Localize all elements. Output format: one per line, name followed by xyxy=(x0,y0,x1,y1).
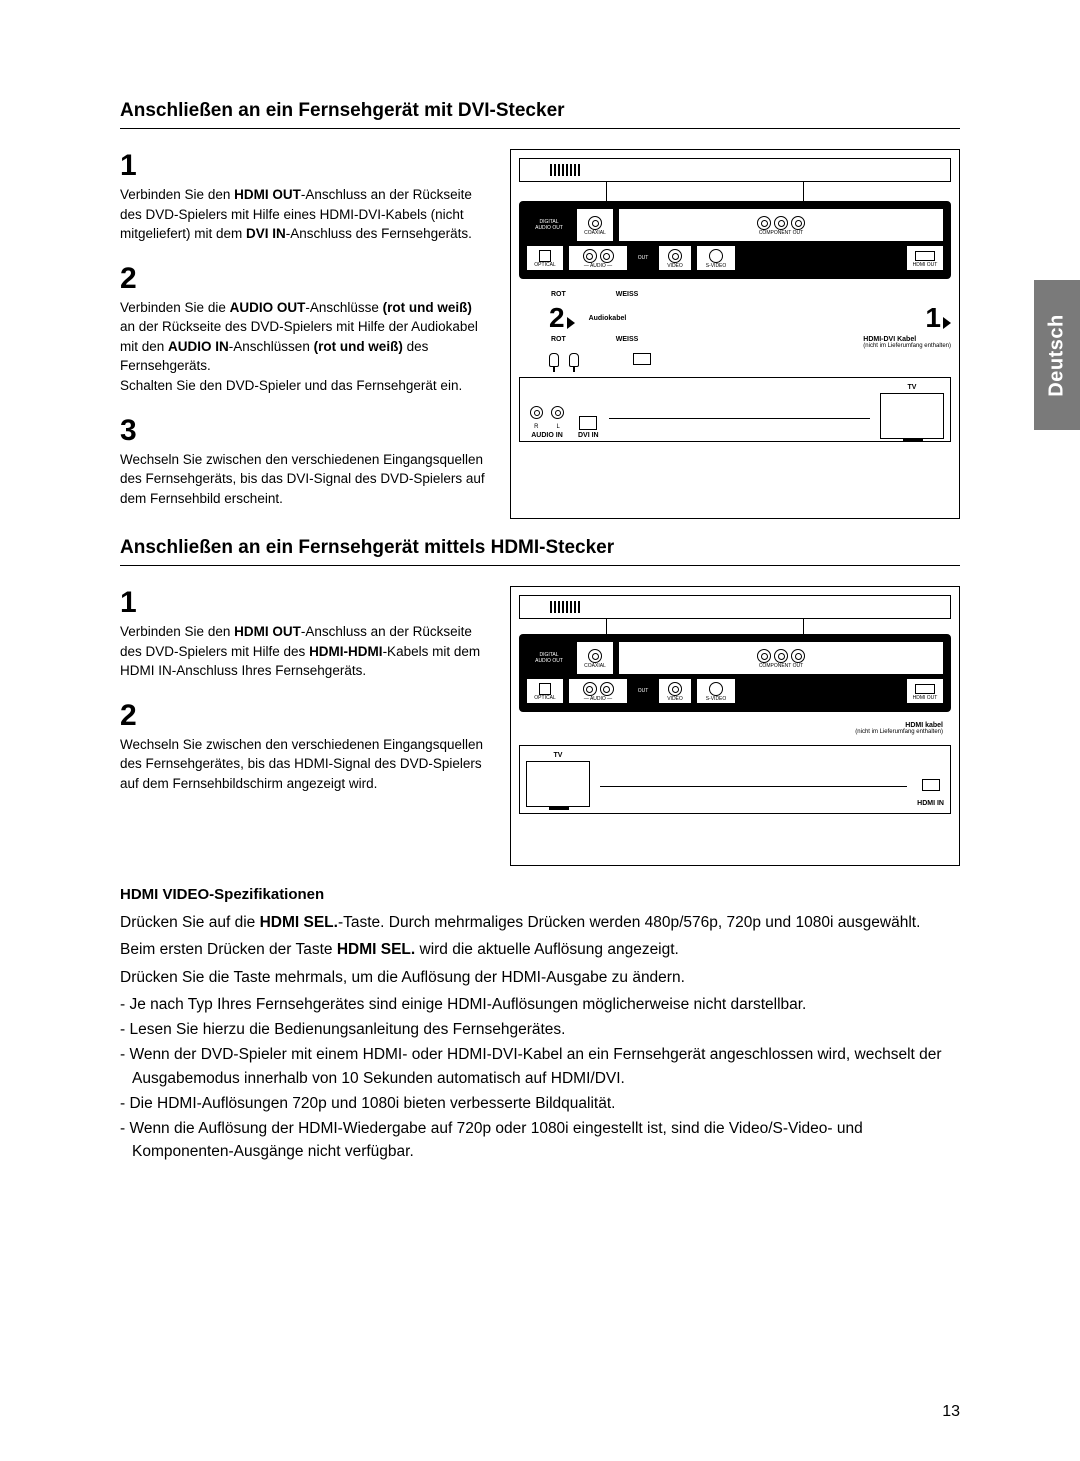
s1-step1-num: 1 xyxy=(120,149,490,183)
s1-step3-body: Wechseln Sie zwischen den verschiedenen … xyxy=(120,450,490,509)
lbl-weiss1: WEISS xyxy=(616,291,639,298)
s2-step1-num: 1 xyxy=(120,586,490,620)
lbl2-hdmi-in: HDMI IN xyxy=(917,800,944,807)
lbl-out: OUT xyxy=(632,245,654,271)
lbl2-component-out: COMPONENT OUT xyxy=(759,664,803,669)
spec-b2: - Wenn der DVD-Spieler mit einem HDMI- o… xyxy=(120,1043,960,1090)
lbl-coaxial: COAXIAL xyxy=(584,231,606,236)
spec-p2: Beim ersten Drücken der Taste HDMI SEL. … xyxy=(120,938,960,961)
spec-p3: Drücken Sie die Taste mehrmals, um die A… xyxy=(120,966,960,989)
diagram-dvi: DIGITAL AUDIO OUT COAXIAL COMPONENT OUT … xyxy=(510,149,960,519)
s2-step1-body: Verbinden Sie den HDMI OUT-Anschluss an … xyxy=(120,622,490,681)
s1-step2-body: Verbinden Sie die AUDIO OUT-Anschlüsse (… xyxy=(120,298,490,396)
lbl-hdmi-out: HDMI OUT xyxy=(913,263,938,268)
lbl-rot1: ROT xyxy=(551,291,566,298)
lbl-rot2: ROT xyxy=(551,336,566,349)
lbl2-out: OUT xyxy=(632,678,654,704)
lbl-component-out: COMPONENT OUT xyxy=(759,231,803,236)
spec-b1: - Lesen Sie hierzu die Bedienungsanleitu… xyxy=(120,1018,960,1041)
s2-step2-body: Wechseln Sie zwischen den verschiedenen … xyxy=(120,735,490,794)
lbl-dvi-in: DVI IN xyxy=(578,432,599,439)
s1-step3-num: 3 xyxy=(120,414,490,448)
s1-step2-num: 2 xyxy=(120,262,490,296)
diagram-hdmi: DIGITAL AUDIO OUT COAXIAL COMPONENT OUT … xyxy=(510,586,960,866)
spec-heading: HDMI VIDEO-Spezifikationen xyxy=(120,886,960,903)
lbl-l: L xyxy=(557,424,560,430)
spec-b0: - Je nach Typ Ihres Fernsehgerätes sind … xyxy=(120,993,960,1016)
lbl2-optical: OPTICAL xyxy=(534,696,555,701)
lbl-optical: OPTICAL xyxy=(534,263,555,268)
lbl2-svideo: S-VIDEO xyxy=(706,697,727,702)
lbl2-video: VIDEO xyxy=(667,697,683,702)
s1-step1-body: Verbinden Sie den HDMI OUT-Anschluss an … xyxy=(120,185,490,244)
lbl2-tv: TV xyxy=(526,752,590,759)
lbl-notsupplied: (nicht im Lieferumfang enthalten) xyxy=(863,343,951,349)
lbl-video: VIDEO xyxy=(667,264,683,269)
lbl-tv1: TV xyxy=(880,384,944,391)
lbl2-digital-audio-out: DIGITAL AUDIO OUT xyxy=(526,641,572,675)
section1-title: Anschließen an ein Fernsehgerät mit DVI-… xyxy=(120,100,960,129)
spec-bullets: - Je nach Typ Ihres Fernsehgerätes sind … xyxy=(120,993,960,1164)
s2-step2-num: 2 xyxy=(120,699,490,733)
page-number: 13 xyxy=(942,1403,960,1421)
lbl-audiokabel: Audiokabel xyxy=(589,315,627,322)
lbl2-hdmi-out: HDMI OUT xyxy=(913,696,938,701)
diag1-num2: 2 xyxy=(549,302,565,333)
lbl-weiss2: WEISS xyxy=(616,336,639,349)
lbl2-notsupplied: (nicht im Lieferumfang enthalten) xyxy=(519,729,943,735)
lbl-hdmi-dvi: HDMI-DVI Kabel xyxy=(863,336,951,343)
diag1-num1: 1 xyxy=(925,302,941,333)
lbl2-audio: AUDIO xyxy=(590,696,606,702)
lbl2-hdmi-kabel: HDMI kabel xyxy=(519,722,943,729)
lbl2-coaxial: COAXIAL xyxy=(584,664,606,669)
lbl-r: R xyxy=(534,424,538,430)
spec-p1: Drücken Sie auf die HDMI SEL.-Taste. Dur… xyxy=(120,911,960,934)
lbl-audio: AUDIO xyxy=(590,263,606,269)
spec-b3: - Die HDMI-Auflösungen 720p und 1080i bi… xyxy=(120,1092,960,1115)
section2-title: Anschließen an ein Fernsehgerät mittels … xyxy=(120,537,960,566)
lbl-digital-audio-out: DIGITAL AUDIO OUT xyxy=(526,208,572,242)
lbl-audio-in: AUDIO IN xyxy=(526,432,568,439)
lbl-svideo: S-VIDEO xyxy=(706,264,727,269)
spec-b4: - Wenn die Auflösung der HDMI-Wiedergabe… xyxy=(120,1117,960,1164)
